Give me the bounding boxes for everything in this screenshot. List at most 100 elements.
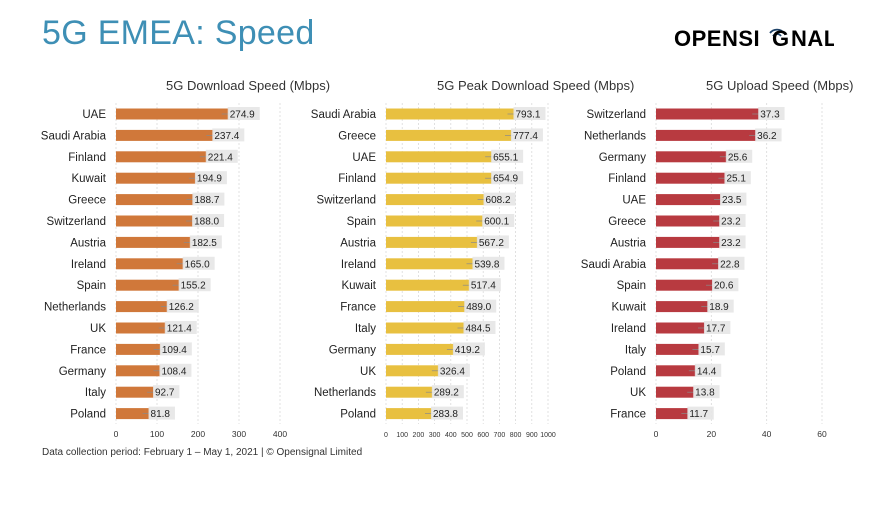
bar: [386, 129, 512, 141]
x-tick-label: 200: [413, 432, 425, 439]
value-label: 121.4: [167, 324, 192, 335]
value-label: 289.2: [434, 388, 459, 399]
signal-arc-icon: [772, 33, 782, 37]
value-label: 108.4: [161, 366, 186, 377]
value-label: 188.0: [194, 217, 219, 228]
category-label: Ireland: [341, 259, 376, 271]
value-label: 23.5: [722, 195, 742, 206]
bar: [116, 215, 194, 227]
category-label: UAE: [622, 195, 646, 207]
bar: [656, 408, 689, 420]
signal-arc-icon: [769, 28, 785, 34]
value-label: 17.7: [706, 324, 726, 335]
value-label-bg: [724, 171, 751, 185]
category-label: Germany: [59, 366, 107, 378]
category-label: Ireland: [611, 323, 646, 335]
bar: [386, 108, 515, 120]
value-label: 126.2: [169, 302, 194, 313]
value-label-bg: [755, 128, 782, 142]
chart-title: 5G Download Speed (Mbps): [166, 78, 330, 93]
value-label-bg: [192, 192, 225, 206]
value-label-bg: [452, 342, 485, 356]
category-label: Kuwait: [341, 280, 376, 292]
value-label: 484.5: [465, 324, 490, 335]
category-label: Greece: [68, 195, 106, 207]
bar: [656, 236, 721, 248]
category-label: Switzerland: [587, 109, 646, 121]
value-label-bg: [178, 278, 211, 292]
x-tick-label: 200: [191, 429, 205, 439]
bar: [656, 343, 700, 355]
value-label-bg: [513, 107, 546, 120]
value-label: 36.2: [757, 131, 777, 142]
bar: [116, 172, 196, 184]
category-label: France: [70, 344, 106, 356]
category-label: Saudi Arabia: [581, 259, 647, 271]
category-label: Ireland: [71, 259, 106, 271]
category-label: France: [610, 409, 646, 421]
category-label: Netherlands: [584, 130, 646, 142]
value-label: 777.4: [513, 131, 538, 142]
bar: [656, 172, 726, 184]
value-label-bg: [159, 363, 192, 377]
category-label: Austria: [340, 237, 376, 249]
page-title: 5G EMEA: Speed: [42, 14, 315, 52]
bar: [656, 108, 760, 120]
x-tick-label: 800: [510, 432, 522, 439]
bar: [386, 151, 493, 163]
value-label: 237.4: [214, 131, 239, 142]
value-label: 155.2: [181, 281, 206, 292]
value-label-bg: [437, 363, 470, 377]
value-label-bg: [192, 214, 225, 227]
value-label-bg: [491, 171, 524, 185]
bar: [116, 322, 166, 334]
category-label: Spain: [77, 280, 106, 292]
category-label: Italy: [625, 344, 646, 356]
category-label: Greece: [608, 216, 646, 228]
value-label: 194.9: [197, 174, 222, 185]
bar: [656, 301, 709, 313]
value-label: 23.2: [721, 238, 741, 249]
value-label: 13.8: [695, 388, 715, 399]
category-label: Poland: [70, 409, 106, 421]
x-tick-label: 1000: [540, 432, 556, 439]
value-label: 23.2: [721, 217, 741, 228]
x-tick-label: 400: [445, 432, 457, 439]
value-label-bg: [430, 406, 463, 420]
value-label-bg: [212, 128, 245, 142]
x-tick-label: 300: [429, 432, 441, 439]
value-label: 326.4: [440, 366, 465, 377]
value-label: 517.4: [471, 281, 496, 292]
category-label: UK: [90, 323, 106, 335]
category-label: Spain: [617, 280, 646, 292]
value-label: 15.7: [700, 345, 720, 356]
bar: [386, 172, 493, 184]
brand-logo-left: OPENSI: [674, 26, 760, 51]
value-label-bg: [194, 171, 227, 185]
category-label: Italy: [355, 323, 376, 335]
value-label: 793.1: [515, 110, 540, 121]
value-label-bg: [698, 342, 725, 356]
value-label-bg: [719, 235, 746, 249]
x-tick-label: 0: [654, 429, 659, 439]
chart-title: 5G Peak Download Speed (Mbps): [437, 78, 634, 93]
bar: [656, 365, 696, 377]
bar: [656, 386, 695, 398]
bar: [116, 236, 191, 248]
bar: [656, 258, 720, 270]
value-label-bg: [189, 235, 222, 249]
x-tick-label: 100: [150, 429, 164, 439]
category-label: Kuwait: [611, 302, 646, 314]
x-tick-label: 700: [494, 432, 506, 439]
category-label: UK: [360, 366, 376, 378]
value-label-bg: [693, 385, 720, 399]
value-label-bg: [431, 385, 464, 399]
value-label: 182.5: [192, 238, 217, 249]
bar: [386, 408, 432, 420]
value-label-bg: [491, 149, 524, 163]
opensignal-logo-icon: OPENSI NAL G: [674, 26, 837, 51]
value-label: 14.4: [697, 366, 717, 377]
bar: [116, 194, 194, 206]
value-label-bg: [166, 299, 199, 313]
